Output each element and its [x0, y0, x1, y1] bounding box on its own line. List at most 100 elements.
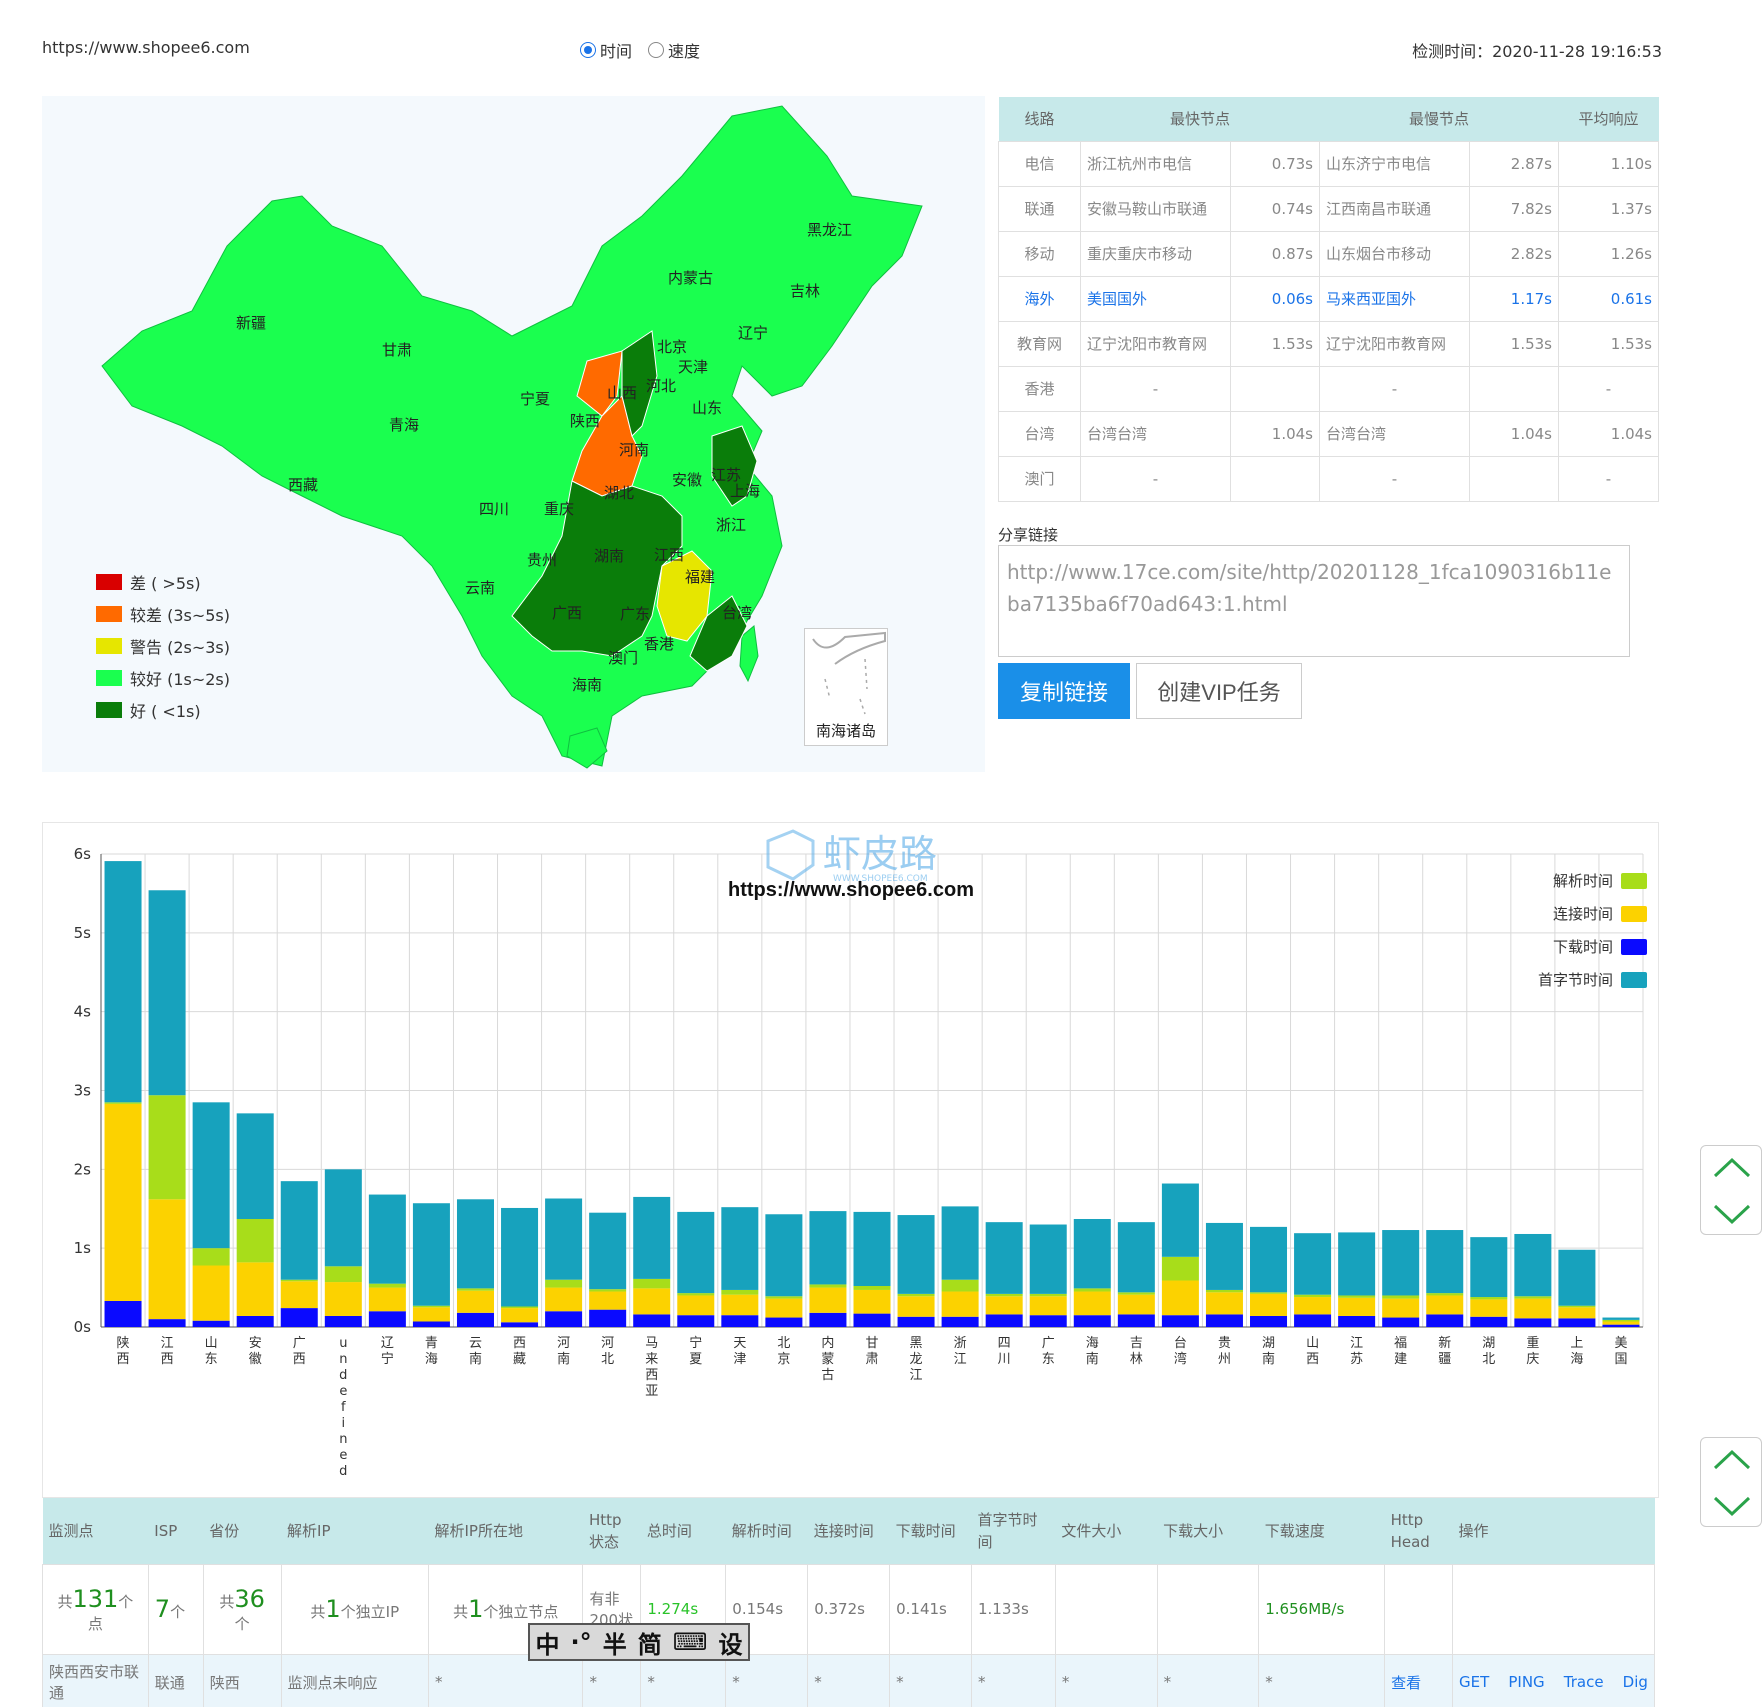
x-tick-label: 北: [1482, 1352, 1495, 1367]
bar-segment: [236, 1218, 274, 1263]
label-xinjiang: 新疆: [236, 314, 266, 332]
bar-segment: [721, 1289, 759, 1295]
y-tick-label: 0s: [74, 1318, 92, 1336]
radio-selected-icon[interactable]: [580, 42, 596, 58]
cell-star: *: [1054, 1653, 1158, 1707]
bar-segment: [1161, 1315, 1199, 1327]
bar-segment: [1250, 1293, 1288, 1316]
trace-link[interactable]: Trace: [1563, 1673, 1604, 1691]
radio-unselected-icon[interactable]: [648, 42, 665, 58]
legend-item[interactable]: 好 ( <1s): [96, 694, 230, 726]
label-qinghai: 青海: [389, 416, 419, 434]
result-col-header: ISP: [148, 1498, 204, 1564]
slow-time: 1.04s: [1469, 410, 1559, 457]
bar-segment: [1205, 1222, 1243, 1290]
bar-segment: [148, 1199, 186, 1320]
ime-width[interactable]: 半: [602, 1630, 627, 1659]
avg-time: 1.37s: [1558, 185, 1659, 232]
bar-segment: [1338, 1315, 1376, 1327]
ime-simp[interactable]: 简: [637, 1630, 662, 1659]
result-col-header: 下载大小: [1157, 1498, 1259, 1564]
keyboard-icon[interactable]: ⌨: [672, 1628, 708, 1656]
result-col-header: Http Head: [1384, 1498, 1453, 1564]
result-col-header: Http状态: [582, 1498, 641, 1564]
bar-segment: [809, 1287, 847, 1313]
bar-segment: [1602, 1324, 1640, 1327]
label-heilongjiang: 黑龙江: [807, 221, 852, 239]
line-cell: 香港: [998, 365, 1081, 412]
slow-node[interactable]: 马来西亚国外: [1319, 275, 1470, 322]
ime-toolbar[interactable]: 中 ·° 半 简 ⌨ 设: [528, 1623, 750, 1661]
x-tick-label: 海: [1086, 1336, 1099, 1351]
y-tick-label: 4s: [74, 1003, 92, 1021]
x-tick-label: 国: [1614, 1352, 1627, 1367]
create-vip-task-button[interactable]: 创建VIP任务: [1136, 663, 1302, 719]
bar-segment: [456, 1199, 494, 1289]
label-sichuan: 四川: [479, 500, 509, 518]
legend-item[interactable]: 警告 (2s~3s): [96, 630, 230, 662]
fast-node[interactable]: 美国国外: [1080, 275, 1231, 322]
x-tick-label: 安: [249, 1336, 262, 1351]
x-tick-label: 建: [1394, 1352, 1407, 1367]
bar-segment: [897, 1316, 935, 1327]
result-col-header: 解析时间: [725, 1498, 808, 1564]
radio-speed-label: 速度: [668, 42, 701, 61]
x-tick-label: 内: [821, 1335, 834, 1351]
bar-segment: [148, 1319, 186, 1327]
fast-time: 0.87s: [1230, 230, 1320, 277]
result-col-header: 总时间: [640, 1498, 726, 1564]
ime-punct[interactable]: ·°: [570, 1628, 592, 1656]
radio-speed[interactable]: 速度: [648, 38, 700, 62]
legend-item[interactable]: 较好 (1s~2s): [96, 662, 230, 694]
label-hunan: 湖南: [594, 547, 624, 565]
share-link-textarea[interactable]: http://www.17ce.com/site/http/20201128_1…: [998, 545, 1630, 657]
bar-segment: [1382, 1295, 1420, 1299]
legend-item[interactable]: 差 ( >5s): [96, 566, 230, 598]
scroll-arrow-group-1[interactable]: [1700, 1145, 1762, 1235]
copy-link-button[interactable]: 复制链接: [998, 663, 1130, 719]
bar-segment: [368, 1287, 406, 1312]
x-tick-label: 苏: [1350, 1351, 1363, 1367]
y-tick-label: 1s: [74, 1239, 92, 1257]
cell-ip: 共1个独立IP: [280, 1563, 430, 1655]
chevron-up-down-icon[interactable]: [1701, 1146, 1762, 1236]
cell-loc: 共1个独立节点: [427, 1563, 584, 1655]
x-tick-label: 宁: [381, 1351, 394, 1367]
ping-link[interactable]: PING: [1508, 1673, 1545, 1691]
bar-segment: [853, 1313, 891, 1327]
line-row: 澳门 - - -: [998, 455, 1659, 502]
x-tick-label: 疆: [1438, 1352, 1451, 1367]
legend-item[interactable]: 较差 (3s~5s): [96, 598, 230, 630]
x-tick-label: e: [339, 1384, 347, 1399]
label-henan: 河南: [619, 441, 649, 459]
ime-lang[interactable]: 中: [535, 1630, 560, 1659]
dig-link[interactable]: Dig: [1622, 1673, 1648, 1691]
chevron-up-down-icon[interactable]: [1701, 1438, 1762, 1528]
label-hainan: 海南: [572, 676, 602, 694]
fast-time: 1.04s: [1230, 410, 1320, 457]
x-tick-label: 庆: [1526, 1352, 1539, 1367]
y-tick-label: 3s: [74, 1082, 92, 1100]
radio-time[interactable]: 时间: [580, 38, 632, 62]
cell-speed: 1.656MB/s: [1258, 1563, 1386, 1655]
line-table: 线路 最快节点 最慢节点 平均响应 电信 浙江杭州市电信 0.73s 山东济宁市电信 2…: [998, 97, 1659, 502]
bar-segment: [1294, 1314, 1332, 1327]
fast-time: 0.74s: [1230, 185, 1320, 232]
bar-segment: [192, 1265, 230, 1321]
bar-segment: [1602, 1319, 1640, 1322]
view-link[interactable]: 查看: [1384, 1653, 1454, 1707]
cell-down: 0.141s: [889, 1563, 972, 1655]
x-tick-label: 南: [469, 1351, 482, 1367]
get-link[interactable]: GET: [1459, 1673, 1490, 1691]
scroll-arrow-group-2[interactable]: [1700, 1437, 1762, 1527]
slow-node: 山东烟台市移动: [1319, 230, 1470, 277]
legend-label: 较差 (3s~5s): [130, 606, 231, 625]
label-hebei: 河北: [646, 377, 676, 395]
bar-segment: [1117, 1292, 1155, 1295]
ime-settings[interactable]: 设: [718, 1630, 743, 1659]
cell-downsize: [1156, 1563, 1260, 1655]
mode-radio-group: 时间 速度: [580, 38, 700, 62]
label-jilin: 吉林: [790, 282, 820, 300]
label-fujian: 福建: [685, 568, 715, 586]
label-macau: 澳门: [608, 649, 638, 667]
